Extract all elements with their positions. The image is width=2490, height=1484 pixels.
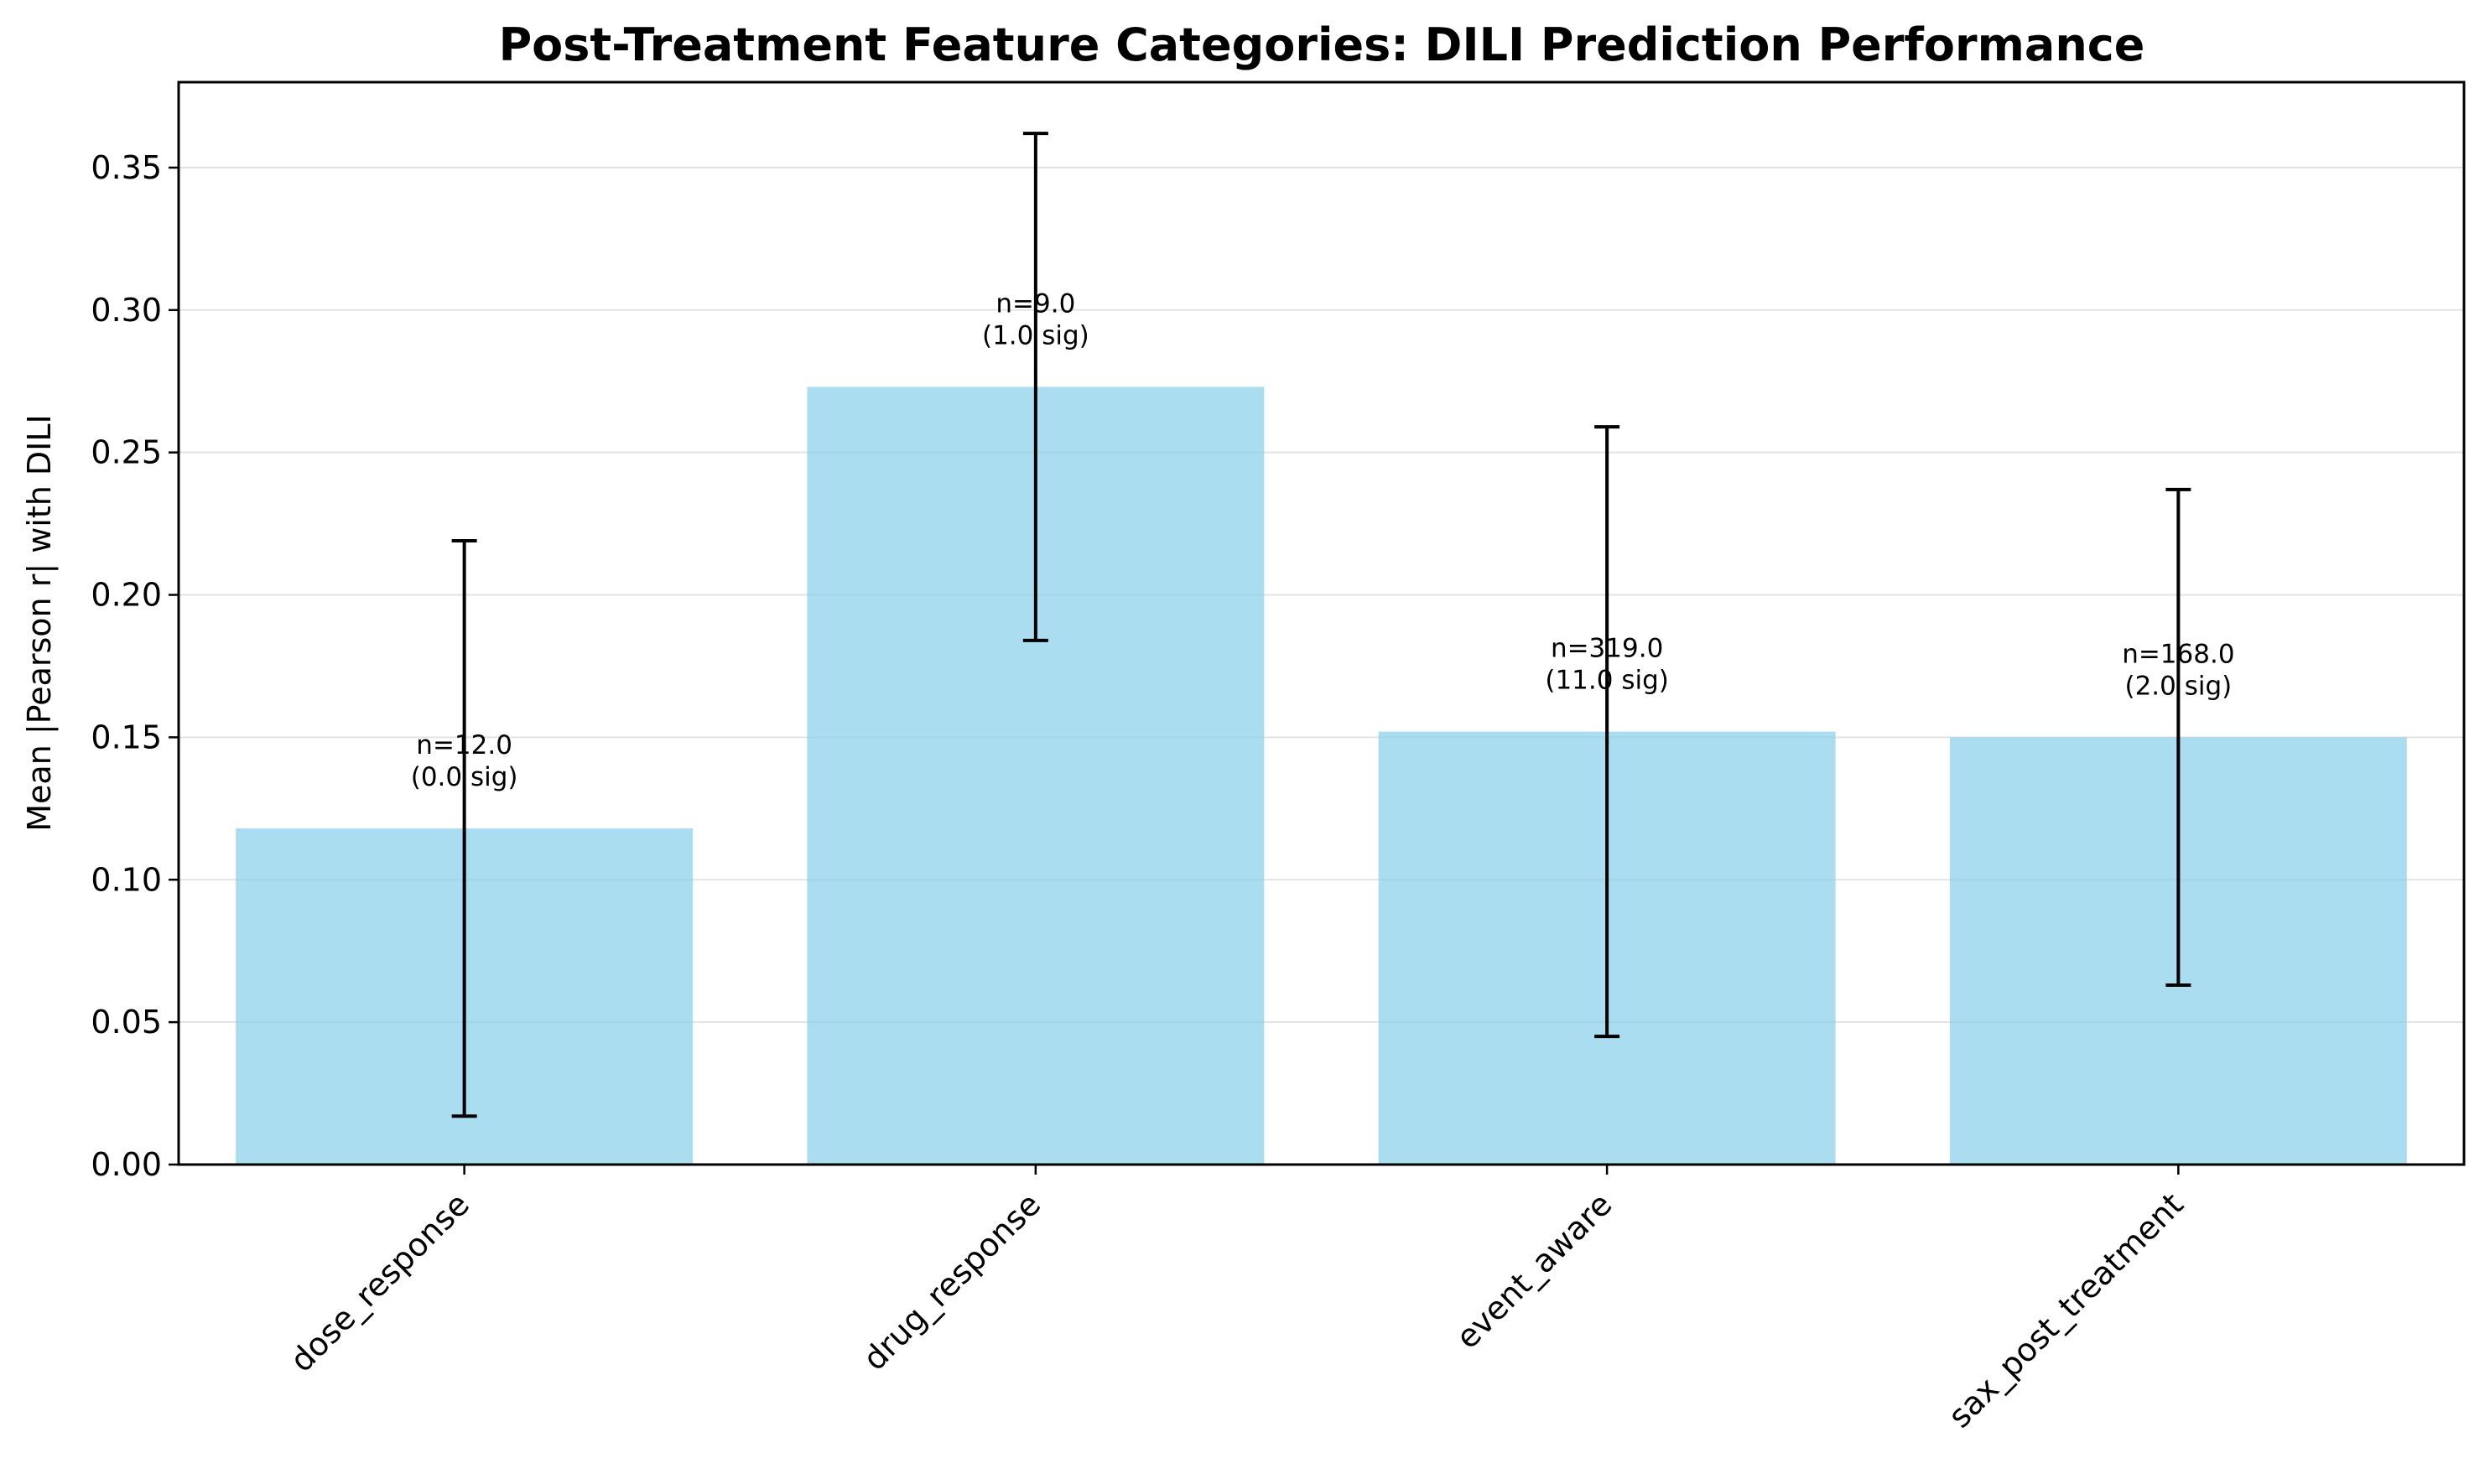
y-tick-label: 0.05: [91, 1004, 162, 1040]
x-tick-label: drug_response: [855, 1186, 1047, 1378]
y-tick-label: 0.30: [91, 292, 162, 329]
y-tick-label: 0.00: [91, 1146, 162, 1183]
x-tick-label: event_aware: [1449, 1186, 1619, 1356]
bars: [236, 387, 2407, 1165]
bar-annotation-count: n=168.0: [2122, 639, 2234, 669]
plot-frame: [177, 80, 2466, 1166]
y-tick-label: 0.10: [91, 861, 162, 898]
bar-annotation-count: n=319.0: [1551, 634, 1663, 664]
y-axis-label: Mean |Pearson r| with DILI: [21, 414, 59, 832]
x-tick-label: sax_post_treatment: [1942, 1186, 2191, 1435]
bar-annotations: n=12.0(0.0 sig) n=9.0(1.0 sig) n=319.0(11.…: [411, 289, 2235, 793]
y-tick-label: 0.25: [91, 434, 162, 471]
bar-annotation-sig: (11.0 sig): [1545, 666, 1669, 696]
chart-title: Post-Treatment Feature Categories: DILI …: [499, 18, 2145, 71]
y-tick-label: 0.35: [91, 149, 162, 186]
bar-annotation-count: n=9.0: [995, 289, 1075, 319]
bar-annotation-sig: (0.0 sig): [411, 762, 518, 792]
bar-annotation-count: n=12.0: [416, 730, 512, 760]
error-bars: [451, 132, 2191, 1118]
bar-annotation-sig: (1.0 sig): [982, 321, 1089, 351]
bar-annotation-sig: (2.0 sig): [2124, 671, 2232, 701]
y-tick-label: 0.15: [91, 719, 162, 755]
x-tick-label: dose_response: [283, 1186, 476, 1379]
y-tick-label: 0.20: [91, 577, 162, 614]
y-axis-ticks: 0.00 0.05 0.10 0.15 0.20 0.25 0.30 0.35: [91, 149, 179, 1183]
x-axis-ticks: dose_response drug_response event_aware sax…: [283, 1165, 2191, 1435]
